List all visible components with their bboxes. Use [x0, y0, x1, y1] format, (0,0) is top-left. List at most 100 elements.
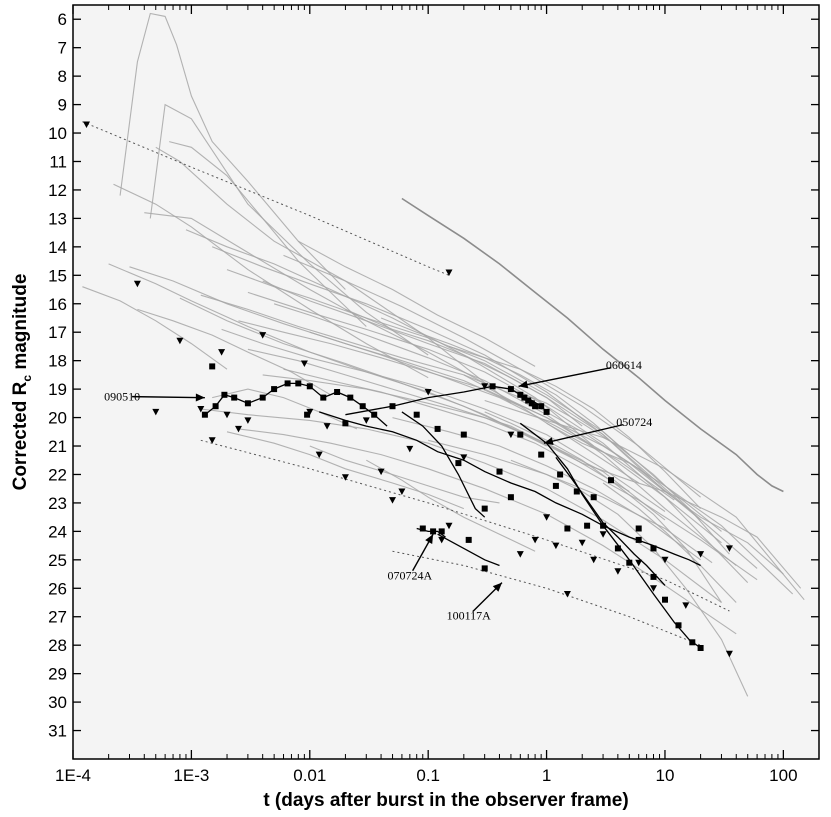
square-marker-37 [614, 545, 621, 552]
y-tick-label-12: 12 [48, 181, 67, 200]
square-marker-41 [662, 596, 668, 603]
y-tick-label-7: 7 [58, 39, 67, 58]
annotation-arrowhead-060614 [518, 380, 529, 389]
x-tick-label-10: 10 [656, 766, 675, 785]
annotation-arrow-050724 [543, 423, 624, 444]
x-tick-label-1: 1 [542, 766, 551, 785]
square-marker-55 [496, 468, 503, 475]
y-tick-label-30: 30 [48, 693, 67, 712]
square-marker-30 [543, 408, 550, 415]
comparison-curve-18 [200, 408, 722, 603]
square-marker-31 [517, 431, 524, 438]
y-tick-label-31: 31 [48, 722, 67, 741]
comparison-curve-24 [484, 411, 722, 603]
axis-ticks: 6 7 8 9 10 11 12 13 14 15 16 17 18 19 20 21 22 23 24 25 26 27… [48, 5, 820, 785]
square-marker-20 [434, 425, 441, 432]
square-marker-28 [532, 403, 539, 410]
triangle-marker-26 [516, 551, 524, 558]
triangle-marker-29 [552, 542, 560, 550]
x-tick-label-0.1: 0.1 [416, 766, 440, 785]
comparison-curve-22 [366, 459, 536, 552]
comparison-curves [82, 12, 805, 697]
triangle-marker-2 [176, 337, 184, 345]
x-tick-label-0.01: 0.01 [293, 766, 326, 785]
square-marker-36 [600, 522, 607, 529]
square-marker-56 [564, 525, 571, 532]
square-marker-51 [552, 482, 559, 489]
square-marker-7 [284, 380, 291, 387]
square-marker-53 [465, 536, 472, 543]
highlighted-curve-0 [204, 382, 388, 427]
square-marker-33 [557, 471, 564, 478]
square-marker-17 [342, 420, 349, 427]
y-tick-label-23: 23 [48, 494, 67, 513]
square-marker-14 [371, 411, 378, 418]
annotation-arrowhead-090510 [195, 393, 205, 402]
square-marker-47 [438, 528, 445, 535]
triangle-marker-27 [531, 536, 539, 544]
y-tick-label-17: 17 [48, 323, 67, 342]
square-marker-24 [517, 391, 524, 398]
comparison-curve-28 [463, 374, 794, 595]
square-marker-3 [231, 394, 238, 401]
square-marker-40 [650, 573, 657, 580]
comparison-curve-7 [211, 246, 666, 492]
triangle-marker-28 [543, 514, 551, 521]
comparison-curve-41 [510, 388, 730, 555]
comparison-curve-39 [380, 317, 630, 456]
square-marker-11 [334, 389, 341, 395]
square-marker-19 [413, 411, 420, 418]
comparison-curve-31 [298, 240, 536, 367]
square-marker-42 [675, 622, 682, 629]
y-tick-label-9: 9 [58, 96, 67, 115]
triangle-marker-41 [725, 650, 733, 658]
square-marker-52 [590, 494, 597, 501]
square-marker-0 [201, 411, 208, 418]
comparison-curve-32 [179, 297, 583, 464]
comparison-curve-0 [119, 12, 346, 290]
square-marker-13 [359, 403, 366, 410]
y-tick-label-18: 18 [48, 352, 67, 371]
square-marker-50 [507, 494, 514, 501]
annotation-arrow-060614 [518, 367, 612, 387]
y-tick-label-6: 6 [58, 10, 67, 29]
highlighted-curve-2 [318, 411, 701, 567]
comparison-curve-15 [238, 320, 749, 583]
triangle-marker-23 [460, 454, 468, 461]
comparison-curve-6 [185, 229, 595, 447]
square-marker-59 [650, 545, 657, 552]
triangle-marker-22 [445, 269, 453, 276]
square-marker-9 [306, 383, 313, 390]
square-marker-15 [209, 363, 216, 370]
triangle-marker-11 [315, 451, 323, 459]
comparison-curve-36 [428, 439, 713, 564]
comparison-curve-42 [602, 482, 737, 603]
y-tick-label-8: 8 [58, 67, 67, 86]
square-marker-8 [295, 380, 302, 387]
square-marker-43 [689, 639, 696, 646]
y-tick-label-15: 15 [48, 266, 67, 285]
square-marker-49 [481, 505, 488, 512]
square-marker-29 [538, 403, 545, 410]
triangle-marker-10 [306, 408, 314, 416]
square-marker-54 [455, 460, 462, 467]
annotation-arrowhead-050724 [543, 437, 554, 445]
comparison-curve-37 [212, 388, 358, 430]
y-tick-label-19: 19 [48, 380, 67, 399]
x-tick-label-1E-4: 1E-4 [55, 766, 91, 785]
square-marker-1 [212, 403, 219, 410]
y-tick-label-20: 20 [48, 409, 67, 428]
comparison-curve-11 [262, 280, 758, 569]
comparison-curve-10 [273, 303, 737, 566]
y-tick-label-28: 28 [48, 636, 67, 655]
triangle-marker-3 [197, 406, 205, 413]
comparison-curve-38 [345, 308, 583, 427]
triangle-marker-13 [341, 474, 349, 481]
triangle-marker-33 [599, 531, 607, 538]
x-tick-label-100: 100 [769, 766, 797, 785]
annotation-arrowhead-070724A [425, 534, 434, 544]
comparison-curve-19 [226, 431, 465, 510]
square-marker-25 [521, 394, 528, 401]
long-curve-0 [401, 197, 784, 493]
